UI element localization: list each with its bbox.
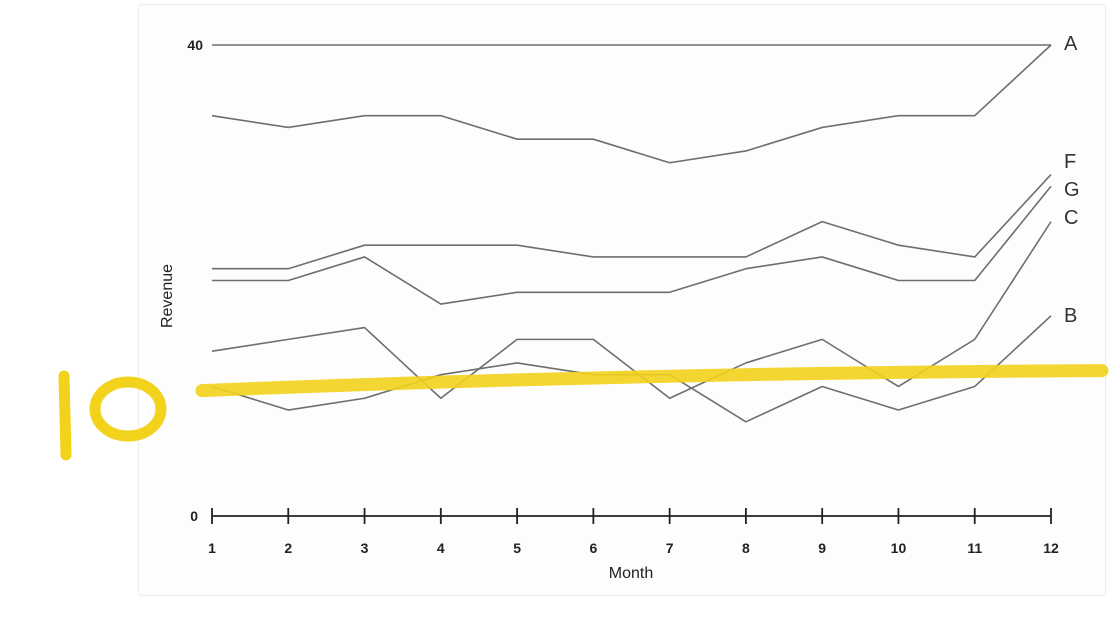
x-tick-label: 12 [1043,540,1059,556]
x-tick-label: 5 [513,540,521,556]
series-line-g [212,185,1052,305]
x-tick-label: 11 [967,540,982,556]
y-tick-layer: 0 40 [187,37,203,524]
x-tick-label: 3 [361,540,369,556]
x-tick-label: 6 [589,540,597,556]
series-label-c: C [1064,207,1078,229]
y-axis-title: Revenue [159,264,176,328]
x-tick-layer: 1 2 3 4 5 6 7 8 9 10 11 12 [208,508,1059,556]
series-label-f: F [1064,151,1076,173]
series-line-f [212,173,1052,270]
x-axis-title: Month [609,565,653,582]
x-tick-label: 1 [208,540,216,556]
chart-figure [138,4,1106,596]
y-tick-label: 0 [190,508,198,524]
series-label-g: G [1064,179,1080,201]
series-layer [211,44,1052,423]
x-tick-label: 7 [666,540,674,556]
series-label-b: B [1064,305,1077,327]
y-tick-label: 40 [187,37,203,53]
x-tick-label: 2 [284,540,292,556]
x-tick-label: 4 [437,540,445,556]
series-label-layer: A FGC B [1064,33,1080,327]
handwritten-digit-one [58,370,72,461]
x-tick-label: 9 [818,540,826,556]
x-tick-label: 8 [742,540,750,556]
handwritten-annotation: 10 [58,370,167,461]
series-line-unlabeled-1 [211,44,1052,164]
handwritten-digit-zero [89,376,167,442]
highlighter-line [195,364,1109,398]
annotation-layer: 10 [58,364,1109,461]
x-tick-label: 10 [891,540,907,556]
series-label-a: A [1064,33,1078,55]
